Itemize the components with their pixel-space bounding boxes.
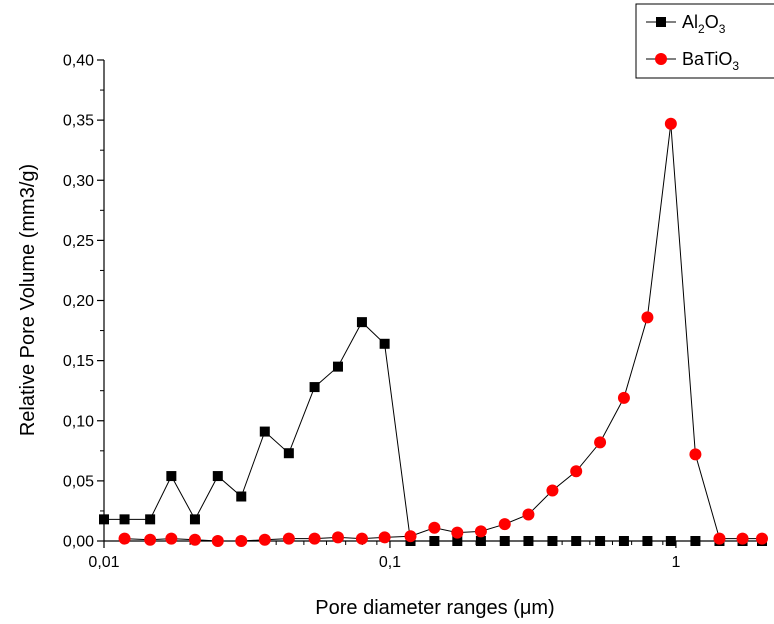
y-tick-label: 0,25 xyxy=(63,233,94,250)
x-tick-label: 1 xyxy=(671,554,680,571)
series-line xyxy=(124,123,762,542)
data-point xyxy=(595,536,606,546)
data-point xyxy=(498,518,511,531)
data-point xyxy=(474,525,487,538)
y-tick-label: 0,40 xyxy=(63,53,94,70)
data-point xyxy=(309,382,320,393)
legend-marker xyxy=(656,17,666,27)
data-point xyxy=(641,311,654,324)
data-point xyxy=(188,533,201,546)
data-point xyxy=(452,536,463,546)
legend-item-1: Al2O3 xyxy=(646,12,726,36)
data-point xyxy=(212,471,223,482)
data-point xyxy=(355,532,368,545)
legend-label: BaTiO3 xyxy=(682,49,739,73)
y-tick-label: 0,00 xyxy=(63,534,94,551)
data-point xyxy=(378,531,391,544)
data-point xyxy=(189,514,200,525)
data-point xyxy=(165,532,178,545)
data-point xyxy=(308,532,321,545)
data-point xyxy=(547,536,558,546)
data-point xyxy=(523,536,534,546)
data-point xyxy=(499,536,510,546)
legend: Al2O3 BaTiO3 xyxy=(635,3,774,79)
x-tick-label: 0,1 xyxy=(379,554,401,571)
y-tick-label: 0,10 xyxy=(63,413,94,430)
x-tick-label: 0,01 xyxy=(88,554,119,571)
data-point xyxy=(618,536,629,546)
data-point xyxy=(356,317,367,328)
data-point xyxy=(475,536,486,546)
data-point xyxy=(332,361,343,372)
data-point xyxy=(404,530,417,543)
series-1 xyxy=(99,317,767,546)
y-tick-label: 0,30 xyxy=(63,173,94,190)
data-point xyxy=(144,533,157,546)
x-axis-title: Pore diameter ranges (μm) xyxy=(315,597,554,619)
data-point xyxy=(664,117,677,130)
y-tick-label: 0,20 xyxy=(63,293,94,310)
series-layer xyxy=(99,117,768,547)
data-point xyxy=(379,338,390,349)
data-point xyxy=(118,532,131,545)
legend-marker xyxy=(655,53,667,65)
data-point xyxy=(428,521,441,534)
data-point xyxy=(756,532,768,545)
data-point xyxy=(119,514,130,525)
series-line xyxy=(104,321,762,542)
data-point xyxy=(99,514,109,525)
data-point xyxy=(713,532,726,545)
legend-item-2: BaTiO3 xyxy=(646,49,739,73)
data-point xyxy=(665,536,676,546)
data-point xyxy=(594,436,607,449)
data-point xyxy=(166,471,177,482)
data-point xyxy=(211,535,224,547)
data-point xyxy=(258,533,271,546)
data-point xyxy=(235,535,248,547)
legend-label: Al2O3 xyxy=(682,12,726,36)
axes: 0,00 0,05 0,10 0,15 0,20 0,25 0,30 0,35 0,40 0,01… xyxy=(63,53,763,571)
data-point xyxy=(689,448,702,461)
y-axis-title: Relative Pore Volume (mm3/g) xyxy=(17,164,39,436)
y-tick-label: 0,35 xyxy=(63,113,94,130)
data-point xyxy=(570,465,583,478)
data-point xyxy=(331,531,344,544)
data-point xyxy=(429,536,440,546)
data-point xyxy=(259,426,270,437)
data-point xyxy=(690,536,701,546)
data-point xyxy=(451,526,464,539)
series-2 xyxy=(118,117,768,547)
y-tick-label: 0,05 xyxy=(63,473,94,490)
data-point xyxy=(571,536,582,546)
data-point xyxy=(283,448,294,459)
data-point xyxy=(145,514,156,525)
data-point xyxy=(736,532,749,545)
data-point xyxy=(282,532,295,545)
y-tick-label: 0,15 xyxy=(63,353,94,370)
data-point xyxy=(642,536,653,546)
data-point xyxy=(546,484,559,497)
legend-box xyxy=(635,3,774,79)
data-point xyxy=(522,508,535,521)
data-point xyxy=(617,391,630,404)
data-point xyxy=(236,491,247,502)
